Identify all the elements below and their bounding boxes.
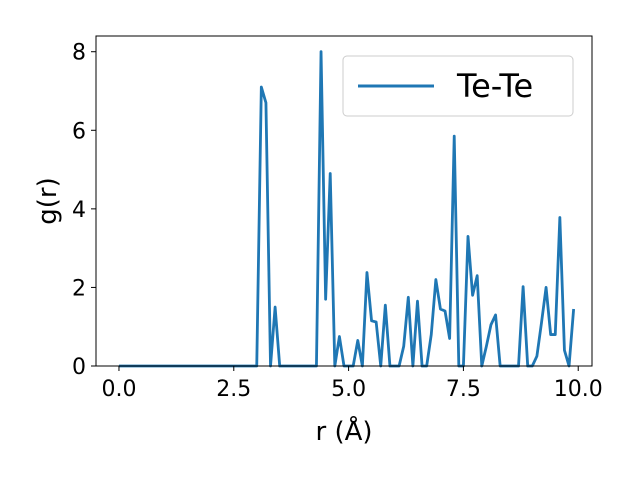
- x-tick-label: 0.0: [101, 377, 136, 402]
- axes-frame: [95, 35, 593, 367]
- y-axis-label: g(r): [33, 177, 63, 224]
- x-axis: 0.0 2.5 5.0 7.5 10.0: [101, 366, 603, 402]
- legend-label-te-te: Te-Te: [456, 67, 533, 105]
- y-axis: 0 2 4 6 8: [72, 41, 96, 380]
- y-tick-label: 6: [72, 119, 86, 144]
- legend: Te-Te: [342, 55, 574, 117]
- legend-box: [342, 55, 574, 117]
- x-tick-label: 2.5: [216, 377, 251, 402]
- y-tick-label: 2: [72, 276, 86, 301]
- x-tick-label: 5.0: [331, 377, 366, 402]
- y-tick-label: 8: [72, 41, 86, 66]
- y-tick-label: 4: [72, 198, 86, 223]
- y-tick-label: 0: [72, 355, 86, 380]
- x-axis-label: r (Å): [315, 415, 372, 447]
- x-tick-label: 10.0: [554, 377, 603, 402]
- x-tick-label: 7.5: [446, 377, 481, 402]
